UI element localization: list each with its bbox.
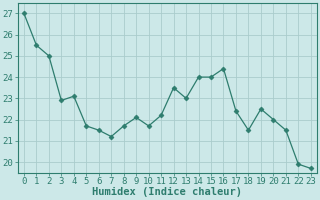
X-axis label: Humidex (Indice chaleur): Humidex (Indice chaleur) xyxy=(92,187,242,197)
